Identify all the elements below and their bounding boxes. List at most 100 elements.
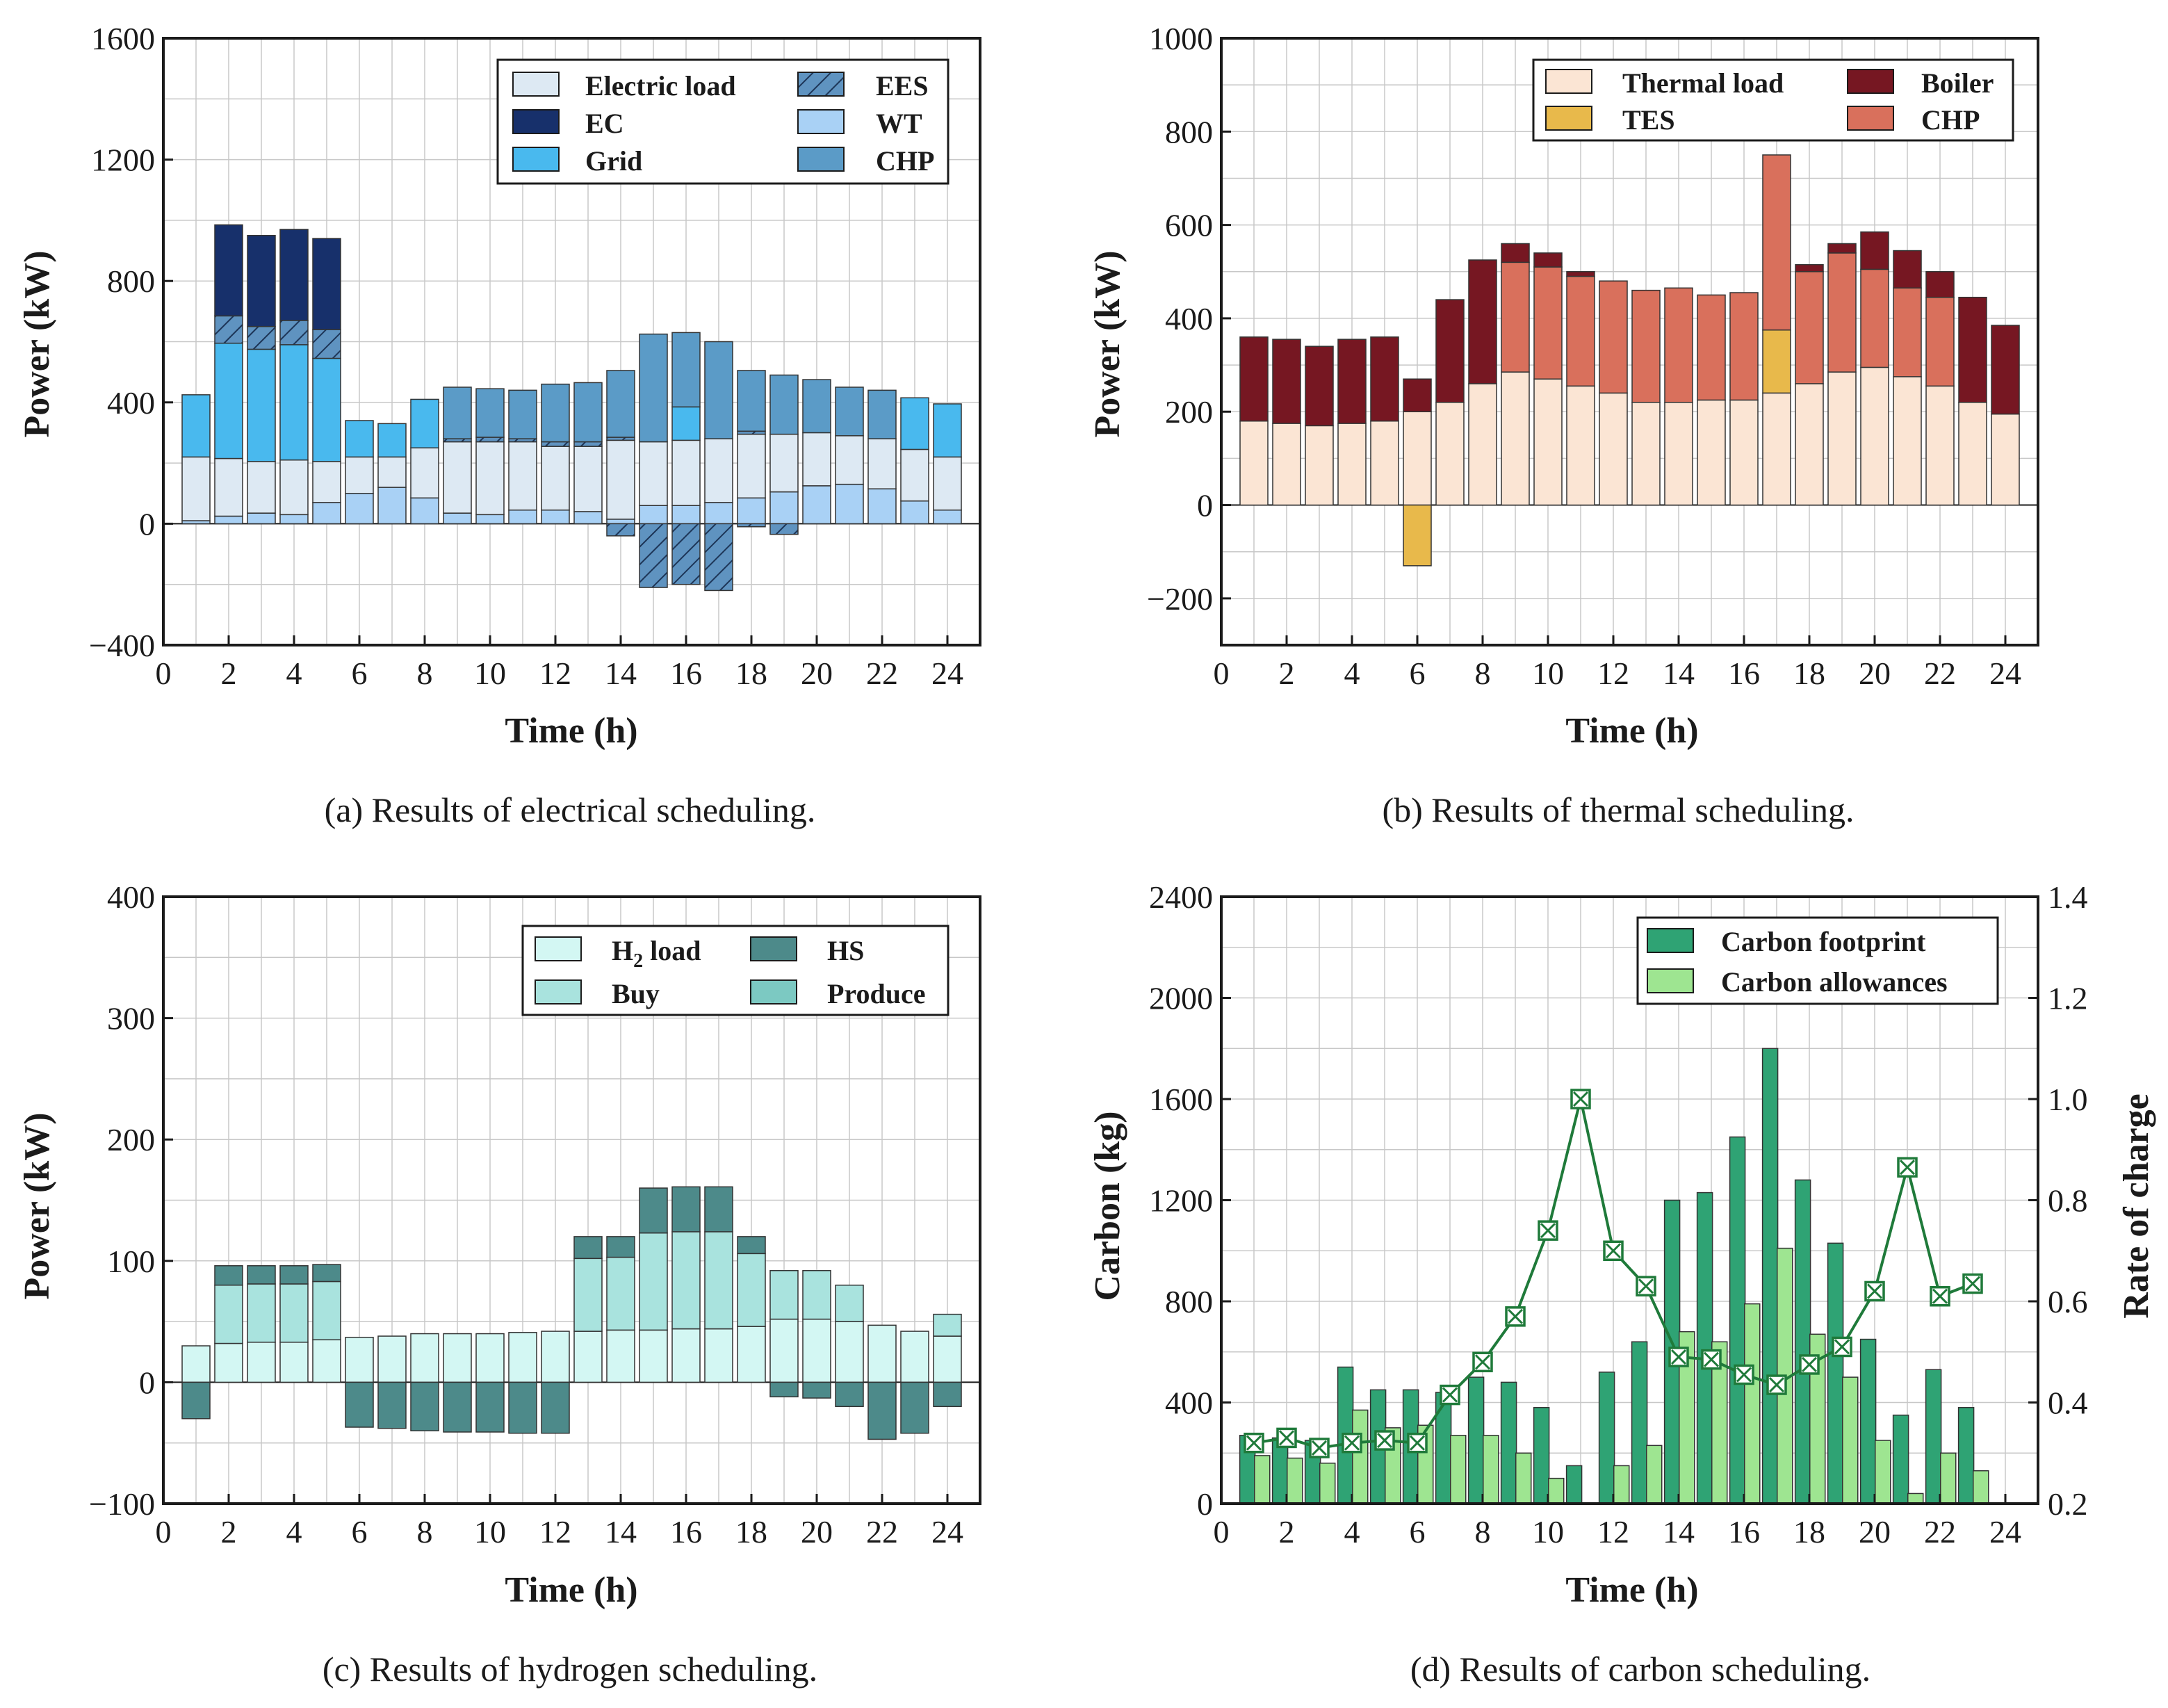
y-tick-label: 0 [139, 1365, 155, 1400]
bar-ees-discharge [671, 523, 701, 585]
bar-wt [737, 497, 766, 525]
panel-c-caption: (c) Results of hydrogen scheduling. [323, 1650, 817, 1689]
bar-hs-charge [410, 1381, 439, 1431]
bar-boiler [1403, 378, 1432, 412]
x-tick-label: 24 [931, 1514, 963, 1550]
bar-carbon-footprint [1859, 1338, 1877, 1504]
soc-marker-cross [1246, 1435, 1262, 1451]
panel-d-legend-box [1636, 916, 1999, 1005]
bar-electric-load [279, 459, 309, 516]
x-tick-label: 22 [866, 656, 898, 691]
x-tick-label: 8 [1475, 1514, 1491, 1550]
bar-h2-load [573, 1331, 603, 1383]
x-tick-label: 12 [1597, 1514, 1629, 1550]
legend-swatch-thermal-load [1545, 69, 1592, 94]
bar-wt [671, 505, 701, 525]
panel-c-ylabel: Power (kW) [17, 1112, 57, 1299]
bar-carbon-footprint [1467, 1376, 1485, 1504]
x-tick-label: 8 [417, 1514, 433, 1550]
bar-chp-thermal [1566, 275, 1595, 387]
bar-carbon-allowances [1646, 1445, 1663, 1504]
soc-marker-cross [1507, 1308, 1524, 1324]
x-tick-label: 14 [605, 656, 637, 691]
bar-buy [279, 1283, 309, 1343]
bar-carbon-footprint [1696, 1191, 1713, 1504]
x-tick-label: 12 [539, 1514, 571, 1550]
bar-hs-charge [900, 1381, 929, 1434]
bar-buy [606, 1256, 635, 1331]
x-tick-label: 20 [801, 1514, 833, 1550]
bar-ees-charge [475, 437, 505, 443]
legend-swatch-buy [535, 979, 582, 1005]
bar-carbon-footprint [1827, 1242, 1844, 1504]
legend-label-grid: Grid [585, 145, 642, 177]
bar-chp-thermal [1795, 271, 1824, 384]
soc-marker-cross [1768, 1376, 1785, 1393]
bar-wt [279, 514, 309, 525]
y-tick-label: 2400 [1149, 879, 1213, 915]
soc-marker-cross [1442, 1387, 1458, 1403]
bar-carbon-allowances [1548, 1477, 1565, 1504]
panel-b-ylabel: Power (kW) [1088, 250, 1127, 437]
bar-chp-thermal [1664, 287, 1693, 403]
bar-h2-load [639, 1329, 668, 1383]
bar-chp [508, 389, 537, 439]
bar-carbon-footprint [1533, 1407, 1550, 1504]
legend-swatch-tes [1545, 106, 1592, 131]
bar-chp-thermal [1762, 154, 1791, 331]
bar-thermal-load [1697, 399, 1726, 506]
panel-a-xlabel: Time (h) [505, 711, 637, 751]
bar-grid [345, 420, 374, 458]
bar-ees-charge [247, 325, 276, 350]
panel-b-frame [1220, 37, 2039, 646]
bar-buy [573, 1258, 603, 1332]
legend-label-h2-rest: load [643, 935, 701, 966]
y-tick-label: −400 [89, 628, 155, 663]
panel-d-soc-line [1244, 1089, 1983, 1458]
y-tick-label: 400 [1165, 1385, 1213, 1421]
bar-wt [769, 491, 799, 525]
bar-carbon-allowances [1613, 1465, 1630, 1504]
y-tick-label: 200 [1165, 394, 1213, 430]
bar-chp-thermal [1827, 252, 1857, 373]
bar-wt [247, 512, 276, 525]
bar-hs-charge [541, 1381, 570, 1434]
legend-swatch-hs [750, 936, 797, 961]
bar-hs-charge [802, 1381, 831, 1399]
panel-a-legend-box [496, 58, 949, 185]
x-tick-label: 8 [417, 656, 433, 691]
panel-b-legend: Thermal load Boiler TES CHP [1532, 58, 2014, 142]
panel-d-legend: Carbon footprint Carbon allowances [1636, 916, 1999, 1005]
legend-label-tes: TES [1622, 104, 1675, 136]
x-tick-label: 0 [1214, 1514, 1230, 1550]
panel-a-caption: (a) Results of electrical scheduling. [325, 790, 816, 829]
bar-carbon-footprint [1925, 1369, 1942, 1504]
panel-c-frame [162, 895, 981, 1505]
bar-carbon-footprint [1892, 1414, 1909, 1504]
bar-tes-discharge [1762, 329, 1791, 394]
y-tick-label: 800 [1165, 1284, 1213, 1319]
bar-chp [867, 389, 897, 439]
x-tick-label: 16 [1728, 656, 1760, 691]
bar-carbon-footprint [1631, 1341, 1648, 1504]
bar-h2-load [410, 1333, 439, 1383]
bar-ec [312, 238, 341, 330]
y-tick-label: 1600 [1149, 1082, 1213, 1117]
soc-marker-cross [1409, 1435, 1426, 1451]
legend-label-h2-subscript: 2 [633, 950, 643, 972]
bar-chp-thermal [1893, 287, 1922, 377]
bar-thermal-load [1991, 413, 2020, 506]
soc-marker-cross [1866, 1283, 1883, 1299]
panel-b-bars [1239, 154, 2020, 567]
bar-chp [737, 370, 766, 432]
legend-swatch-chp-thermal [1847, 106, 1894, 131]
bar-h2-load [802, 1318, 831, 1383]
soc-marker-cross [1540, 1223, 1556, 1239]
soc-marker-cross [1474, 1354, 1491, 1370]
x-tick-label: 24 [931, 656, 963, 691]
x-tick-label: 22 [866, 1514, 898, 1550]
legend-swatch-wt [797, 109, 845, 134]
bar-chp-thermal [1599, 280, 1628, 394]
